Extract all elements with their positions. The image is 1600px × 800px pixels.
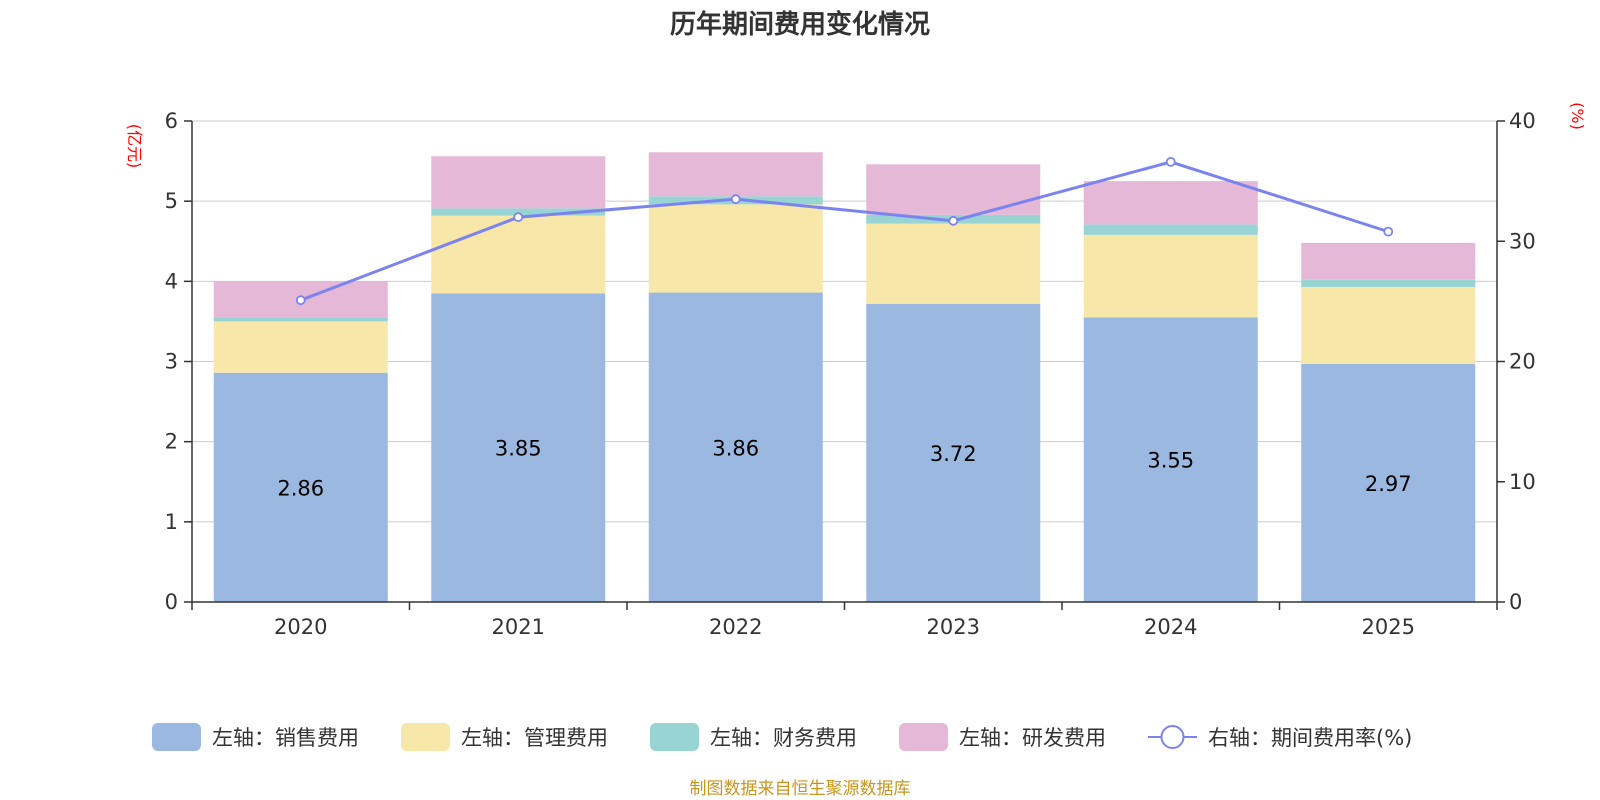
left-axis-tick-label: 5 [165, 189, 178, 213]
rate-line-path [300, 160, 1389, 302]
chart-title: 历年期间费用变化情况 [670, 9, 930, 40]
bar-segment-2-2024 [1083, 234, 1258, 318]
bar-value-label: 3.86 [712, 436, 759, 460]
bar-segment-1-2023 [866, 303, 1041, 602]
x-axis-tick-label: 2023 [927, 615, 980, 639]
x-axis-tick-label: 2025 [1362, 615, 1415, 639]
left-axis-tick-label: 1 [165, 510, 178, 534]
left-axis-tick-label: 4 [165, 269, 178, 293]
legend-swatch-4 [899, 723, 948, 751]
bar-segment-1-2020 [213, 372, 388, 602]
bar-segment-3-2021 [431, 208, 606, 216]
x-axis-tick-label: 2020 [274, 615, 327, 639]
rate-point [730, 194, 741, 205]
legend-label-5: 右轴：期间费用率(%) [1208, 726, 1412, 750]
right-axis-unit: (%) [1568, 102, 1587, 130]
bar-segment-1-2025 [1301, 363, 1476, 602]
right-axis-tick-label: 20 [1509, 350, 1536, 374]
legend-swatch-2 [401, 723, 450, 751]
rate-point [295, 295, 306, 306]
left-axis-tick-label: 3 [165, 350, 178, 374]
bar-value-label: 3.55 [1147, 449, 1194, 473]
bar-segment-1-2022 [648, 292, 823, 602]
bars [213, 152, 1476, 602]
bar-segment-2-2020 [213, 321, 388, 373]
x-axis-tick-label: 2024 [1144, 615, 1197, 639]
rate-point [513, 212, 524, 223]
bar-segment-2-2023 [866, 223, 1041, 304]
x-axis-tick-label: 2021 [492, 615, 545, 639]
bar-value-label: 2.97 [1365, 472, 1412, 496]
bar-segment-1-2024 [1083, 317, 1258, 602]
legend-label-2: 左轴：管理费用 [461, 726, 608, 750]
bar-value-label: 3.85 [495, 437, 542, 461]
left-axis-tick-label: 2 [165, 430, 178, 454]
bar-segment-2-2021 [431, 215, 606, 294]
legend: 左轴：销售费用 左轴：管理费用 左轴：财务费用 左轴：研发费用 右轴：期间费用率(%) [152, 723, 1412, 751]
legend-label-3: 左轴：财务费用 [710, 726, 857, 750]
rate-point [1165, 156, 1176, 167]
legend-swatch-1 [152, 723, 201, 751]
bar-segment-4-2021 [431, 156, 606, 209]
grid-lines [192, 120, 1497, 523]
rate-point [948, 215, 959, 226]
bar-segment-3-2025 [1301, 279, 1476, 287]
bar-value-label: 2.86 [277, 476, 324, 500]
bar-segment-4-2024 [1083, 181, 1258, 225]
rate-point [1383, 226, 1394, 237]
left-axis-unit: (亿元) [125, 124, 144, 169]
bar-value-label: 3.72 [930, 442, 977, 466]
rate-line [295, 156, 1394, 306]
data-labels: 2.86 3.85 3.86 3.72 3.55 2.97 [277, 436, 1411, 500]
bar-segment-2-2025 [1301, 286, 1476, 364]
legend-marker [1160, 725, 1185, 749]
legend-swatch-3 [650, 723, 699, 751]
axes: 0 1 2 3 4 5 6 0 10 20 30 40 2020 2021 2022 2023 2024 2025 [165, 109, 1536, 639]
bar-segment-4-2023 [866, 164, 1041, 215]
source-note: 制图数据来自恒生聚源数据库 [690, 779, 911, 799]
bar-segment-1-2021 [431, 293, 606, 602]
legend-label-4: 左轴：研发费用 [959, 726, 1106, 750]
right-axis-tick-label: 0 [1509, 590, 1522, 614]
x-axis-tick-label: 2022 [709, 615, 762, 639]
right-axis-tick-label: 30 [1509, 229, 1536, 253]
bar-segment-4-2022 [648, 152, 823, 197]
left-axis-tick-label: 6 [165, 109, 178, 133]
bar-segment-2-2022 [648, 204, 823, 293]
right-axis-tick-label: 40 [1509, 109, 1536, 133]
bar-segment-3-2024 [1083, 224, 1258, 235]
left-axis-tick-label: 0 [165, 590, 178, 614]
legend-label-1: 左轴：销售费用 [212, 726, 359, 750]
bar-segment-3-2020 [213, 317, 388, 322]
bar-segment-4-2025 [1301, 242, 1476, 280]
right-axis-tick-label: 10 [1509, 470, 1536, 494]
